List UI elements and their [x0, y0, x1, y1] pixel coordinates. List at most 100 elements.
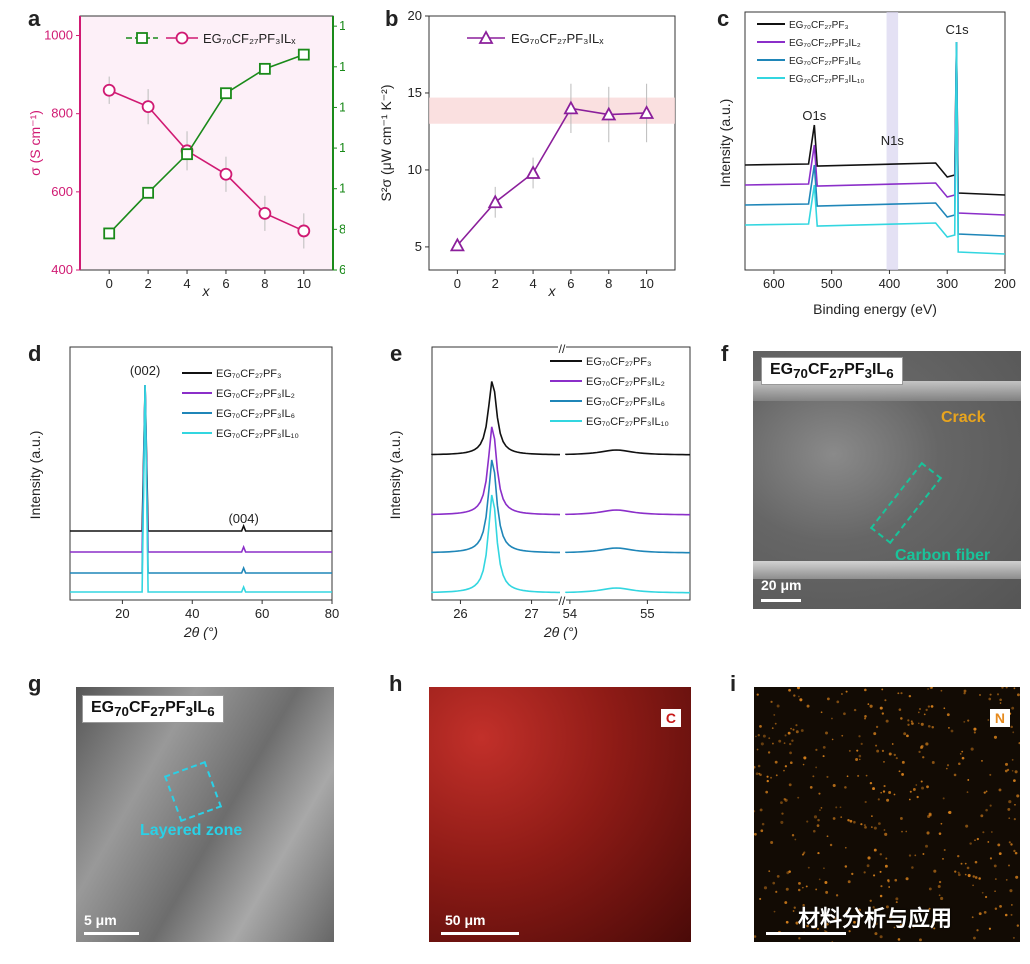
n-signal-dot [923, 713, 926, 716]
n-signal-dot [843, 712, 846, 716]
n-signal-dot [963, 689, 967, 693]
n-signal-dot [874, 908, 877, 911]
n-signal-dot [925, 708, 928, 712]
sem-image-g: Layered zone 5 μm [76, 687, 334, 942]
n-signal-dot [792, 910, 795, 912]
n-signal-dot [967, 719, 970, 722]
n-signal-dot [912, 925, 915, 928]
n-signal-dot [925, 844, 928, 848]
n-signal-dot [900, 717, 903, 720]
n-signal-dot [963, 720, 966, 723]
n-signal-dot [816, 824, 820, 827]
n-signal-dot [788, 688, 791, 692]
x-tick-label: 27 [524, 606, 538, 621]
peak-label-n1s: N1s [881, 133, 905, 148]
n-signal-dot [927, 705, 931, 708]
n-signal-dot [938, 832, 942, 835]
n-signal-dot [911, 722, 914, 725]
n-signal-dots [754, 687, 1020, 942]
n-signal-dot [785, 920, 789, 924]
n-signal-dot [988, 927, 992, 930]
n-signal-dot [898, 770, 901, 773]
n-signal-dot [957, 871, 960, 874]
n-signal-dot [806, 704, 810, 708]
n-signal-dot [817, 851, 820, 855]
n-signal-dot [802, 903, 805, 907]
n-signal-dot [903, 732, 907, 736]
n-signal-dot [927, 688, 929, 690]
n-signal-dot [920, 744, 924, 748]
n-signal-dot [783, 798, 786, 801]
eds-map-n: N 材料分析与应用 [754, 687, 1020, 942]
n-signal-dot [784, 734, 787, 737]
n-signal-dot [970, 747, 974, 751]
n-signal-dot [844, 865, 848, 868]
plot-frame [744, 11, 1006, 271]
plot-frame [69, 346, 333, 601]
n-signal-dot [879, 935, 883, 939]
n-signal-dot [783, 742, 786, 745]
x-tick-label: 55 [640, 606, 654, 621]
n-signal-dot [781, 812, 784, 815]
peak-label-002: (002) [130, 363, 160, 378]
n-signal-dot [982, 831, 985, 834]
panel-label-h: h [389, 671, 403, 696]
n-signal-dot [772, 742, 774, 745]
n-signal-dot [1013, 818, 1016, 821]
n-signal-dot [948, 810, 952, 815]
n-signal-dot [864, 688, 867, 692]
chart-a: 02468104006008001000681012141618xσ (S cm… [27, 15, 353, 299]
n-signal-dot [1016, 693, 1020, 697]
n-signal-dot [858, 735, 861, 738]
n-signal-dot [957, 854, 960, 858]
n-signal-dot [918, 750, 921, 754]
panel-label-b: b [385, 6, 399, 31]
n-signal-dot [847, 880, 851, 884]
x-tick-label: 8 [605, 276, 612, 291]
n-signal-dot [891, 743, 894, 745]
y-tick-label-left: 800 [51, 106, 73, 121]
n-signal-dot [912, 788, 916, 791]
n-signal-dot [876, 749, 880, 753]
n-signal-dot [911, 866, 914, 869]
n-signal-dot [980, 814, 984, 818]
n-signal-dot [871, 826, 873, 828]
n-signal-dot [938, 894, 941, 897]
n-signal-dot [888, 752, 892, 756]
panel-label-i: i [730, 671, 737, 696]
xrd-high-angle-3 [565, 587, 691, 594]
n-signal-dot [883, 784, 886, 788]
data-point-circle [297, 224, 311, 238]
n-signal-dot [857, 774, 860, 777]
n-signal-dot [958, 762, 961, 766]
n-signal-dot [928, 887, 932, 891]
n-signal-dot [787, 731, 791, 735]
n-signal-dot [915, 784, 918, 786]
n-signal-dot [853, 820, 856, 824]
x-tick-label: 60 [255, 606, 269, 621]
n-signal-dot [967, 874, 971, 878]
n-signal-dot [822, 745, 826, 749]
peak-label-o1s: O1s [802, 108, 826, 123]
n-signal-dot [919, 938, 922, 942]
x-tick-label: 8 [261, 276, 268, 291]
n-signal-dot [973, 727, 977, 731]
n-signal-dot [798, 695, 800, 698]
n1s-highlight [886, 12, 899, 270]
n-signal-dot [776, 874, 780, 878]
n-signal-dot [920, 722, 924, 726]
y-tick-label: 15 [408, 85, 422, 100]
n-signal-dot [789, 761, 793, 765]
n-signal-dot [847, 818, 850, 822]
n-signal-dot [780, 801, 783, 805]
n-signal-dot [886, 798, 890, 802]
n-signal-dot [909, 790, 912, 793]
y-axis-label: Intensity (a.u.) [27, 431, 43, 520]
n-signal-dot [1011, 769, 1014, 772]
n-signal-dot [855, 758, 859, 761]
n-signal-dot [1016, 924, 1020, 927]
n-signal-dot [931, 761, 935, 764]
panel-c: c 600 500 400 300 200 Binding energy (eV) Inte… [685, 0, 1030, 320]
n-signal-dot [873, 874, 876, 877]
n-signal-dot [994, 878, 997, 880]
